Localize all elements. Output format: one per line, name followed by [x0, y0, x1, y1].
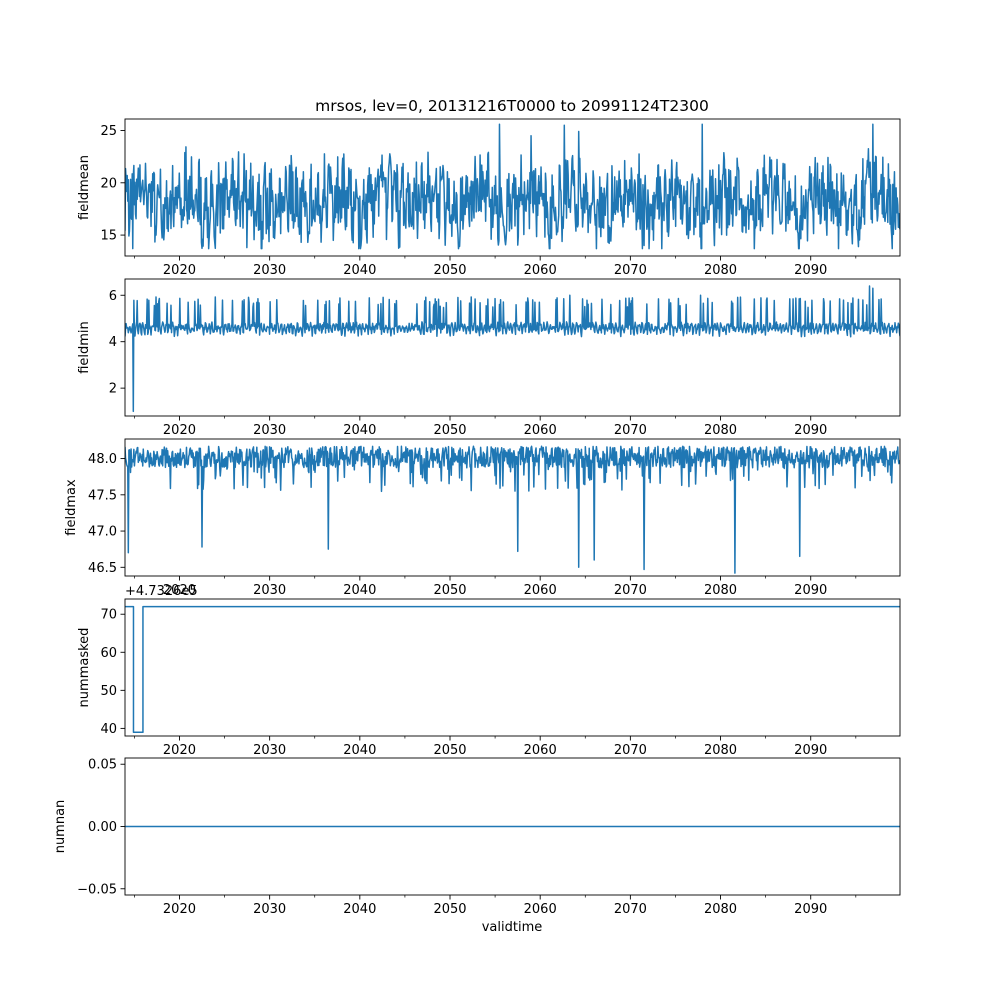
fieldmean-x-tick-label: 2050: [433, 263, 466, 278]
numnan-x-tick-label: 2070: [614, 902, 647, 917]
panel-fieldmax: 2020 2030 2040 2050 2060 2070 2080 2090 46.5 47.0…: [64, 438, 901, 598]
numnan-y-tick-label: 0.05: [88, 758, 117, 773]
nummasked-offset-text: +4.7326e5: [125, 584, 198, 599]
numnan-y-axis-label: numnan: [53, 800, 68, 854]
fieldmin-y-tick-label: 4: [109, 335, 117, 350]
fieldmin-x-tick-label: 2090: [794, 423, 827, 438]
fieldmean-y-tick-label: 25: [100, 124, 117, 139]
fieldmin-x-tick-label: 2030: [253, 423, 286, 438]
fieldmax-x-tick-label: 2020: [163, 583, 196, 598]
fieldmax-x-tick-label: 2060: [524, 583, 557, 598]
fieldmin-x-tick-label: 2080: [704, 423, 737, 438]
fieldmax-y-tick-label: 47.0: [88, 525, 117, 540]
fieldmax-x-tick-label: 2070: [614, 583, 647, 598]
nummasked-x-tick-label: 2080: [704, 743, 737, 758]
fieldmax-axes-frame: [124, 438, 901, 577]
nummasked-x-tick-label: 2060: [524, 743, 557, 758]
fieldmax-series-line: [125, 445, 900, 574]
fieldmin-y-tick-label: 2: [109, 382, 117, 397]
fieldmean-x-tick-label: 2020: [163, 263, 196, 278]
x-axis-label: validtime: [482, 920, 543, 935]
fieldmax-x-tick-label: 2080: [704, 583, 737, 598]
fieldmax-x-tick-label: 2050: [433, 583, 466, 598]
fieldmax-x-tick-label: 2040: [343, 583, 376, 598]
fieldmax-y-axis-label: fieldmax: [64, 479, 79, 536]
nummasked-y-tick-label: 70: [100, 608, 117, 623]
fieldmin-x-tick-label: 2050: [433, 423, 466, 438]
fieldmean-x-tick-label: 2040: [343, 263, 376, 278]
fieldmean-x-tick-label: 2090: [794, 263, 827, 278]
nummasked-x-tick-label: 2070: [614, 743, 647, 758]
fieldmax-x-tick-label: 2090: [794, 583, 827, 598]
nummasked-x-tick-label: 2020: [163, 743, 196, 758]
fieldmax-y-tick-label: 47.5: [88, 488, 117, 503]
fieldmean-axes-frame: [124, 118, 901, 257]
fieldmin-x-tick-label: 2070: [614, 423, 647, 438]
numnan-x-tick-label: 2060: [524, 902, 557, 917]
fieldmean-series-line: [125, 123, 900, 250]
nummasked-x-tick-label: 2090: [794, 743, 827, 758]
fieldmean-y-tick-label: 15: [100, 229, 117, 244]
fieldmax-x-tick-label: 2030: [253, 583, 286, 598]
numnan-y-tick-label: −0.05: [77, 882, 117, 897]
nummasked-x-tick-label: 2040: [343, 743, 376, 758]
nummasked-x-tick-label: 2050: [433, 743, 466, 758]
panel-fieldmin: 2020 2030 2040 2050 2060 2070 2080 2090 2 4 6 field…: [77, 278, 901, 438]
fieldmean-x-tick-label: 2060: [524, 263, 557, 278]
fieldmean-x-tick-label: 2030: [253, 263, 286, 278]
fieldmin-y-axis-label: fieldmin: [77, 321, 92, 374]
numnan-x-tick-label: 2020: [163, 902, 196, 917]
chart-title: mrsos, lev=0, 20131216T0000 to 20991124T…: [315, 97, 709, 115]
fieldmean-x-tick-label: 2070: [614, 263, 647, 278]
nummasked-axes-frame: [124, 598, 901, 737]
panel-fieldmean: 2020 2030 2040 2050 2060 2070 2080 2090 15 20 25 fi…: [77, 118, 901, 278]
nummasked-y-axis-label: nummasked: [77, 628, 92, 708]
numnan-x-tick-label: 2030: [253, 902, 286, 917]
fieldmean-y-tick-label: 20: [100, 176, 117, 191]
panel-nummasked: 2020 2030 2040 2050 2060 2070 2080 2090 40 50 60 70…: [77, 584, 901, 758]
numnan-y-tick-label: 0.00: [88, 820, 117, 835]
fieldmin-x-tick-label: 2040: [343, 423, 376, 438]
fieldmean-y-axis-label: fieldmean: [77, 155, 92, 220]
fieldmax-y-tick-label: 48.0: [88, 452, 117, 467]
nummasked-series-line: [125, 605, 900, 733]
panel-numnan: 2020 2030 2040 2050 2060 2070 2080 2090 −0.05 0.0…: [53, 757, 901, 917]
panels: 2020 2030 2040 2050 2060 2070 2080 2090 15 20 25 fi…: [53, 118, 901, 917]
fieldmin-x-tick-label: 2020: [163, 423, 196, 438]
numnan-x-tick-label: 2090: [794, 902, 827, 917]
numnan-x-tick-label: 2040: [343, 902, 376, 917]
nummasked-y-tick-label: 60: [100, 646, 117, 661]
fieldmean-x-tick-label: 2080: [704, 263, 737, 278]
fieldmin-axes-frame: [124, 278, 901, 417]
numnan-x-tick-label: 2080: [704, 902, 737, 917]
nummasked-y-tick-label: 40: [100, 722, 117, 737]
fieldmin-x-tick-label: 2060: [524, 423, 557, 438]
nummasked-x-tick-label: 2030: [253, 743, 286, 758]
fieldmax-y-tick-label: 46.5: [88, 561, 117, 576]
fieldmin-series-line: [125, 285, 900, 413]
fieldmin-y-tick-label: 6: [109, 289, 117, 304]
numnan-x-tick-label: 2050: [433, 902, 466, 917]
nummasked-y-tick-label: 50: [100, 684, 117, 699]
